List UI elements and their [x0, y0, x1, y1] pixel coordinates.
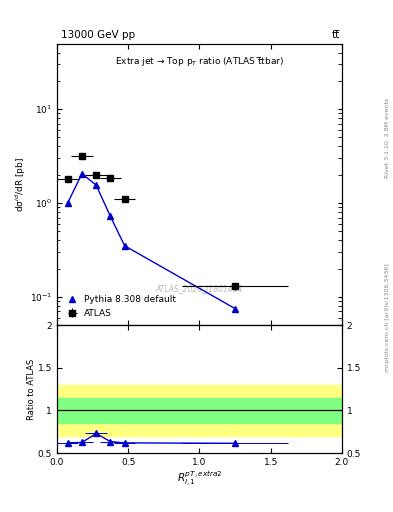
Text: mcplots.cern.ch [arXiv:1306.3436]: mcplots.cern.ch [arXiv:1306.3436] [385, 263, 390, 372]
Pythia 8.308 default [108, 214, 113, 220]
Text: Rivet 3.1.10, 2.8M events: Rivet 3.1.10, 2.8M events [385, 98, 390, 178]
Pythia 8.308 default [94, 182, 99, 188]
Text: 13000 GeV pp: 13000 GeV pp [61, 30, 135, 40]
Pythia 8.308 default [65, 200, 70, 206]
Text: ATLAS_2020_I1801434: ATLAS_2020_I1801434 [156, 284, 243, 293]
Bar [57, 398, 342, 423]
Y-axis label: Ratio to ATLAS: Ratio to ATLAS [28, 358, 37, 420]
Pythia 8.308 default [79, 170, 84, 177]
Pythia 8.308 default [122, 243, 127, 249]
Bar [57, 385, 342, 436]
Text: Extra jet → Top p$_{T}$ ratio (ATLAS t̅tbar): Extra jet → Top p$_{T}$ ratio (ATLAS t̅t… [115, 55, 284, 68]
Text: tt̅: tt̅ [332, 30, 340, 40]
Pythia 8.308 default [233, 306, 237, 312]
Legend: Pythia 8.308 default, ATLAS: Pythia 8.308 default, ATLAS [61, 293, 179, 321]
Line: Pythia 8.308 default: Pythia 8.308 default [64, 170, 238, 312]
Y-axis label: dσ$^{id}$/dR [pb]: dσ$^{id}$/dR [pb] [14, 157, 28, 212]
X-axis label: $R_{l,1}^{pT,extra2}$: $R_{l,1}^{pT,extra2}$ [176, 470, 222, 489]
